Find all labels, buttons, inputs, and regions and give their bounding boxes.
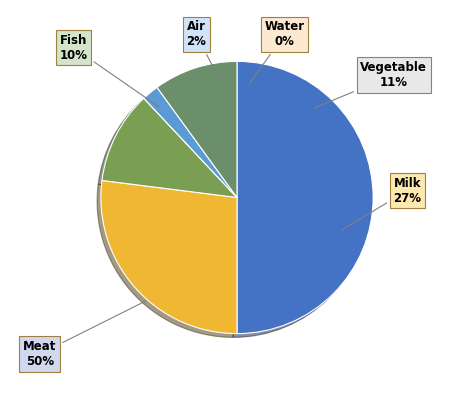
Wedge shape [144, 87, 237, 198]
Text: Fish
10%: Fish 10% [60, 34, 160, 107]
Text: Milk
27%: Milk 27% [341, 177, 421, 230]
Wedge shape [157, 61, 237, 197]
Text: Air
2%: Air 2% [186, 20, 219, 79]
Wedge shape [144, 98, 237, 198]
Text: Water
0%: Water 0% [249, 20, 305, 84]
Wedge shape [237, 61, 373, 334]
Text: Meat
50%: Meat 50% [23, 301, 146, 368]
Wedge shape [101, 181, 237, 334]
Wedge shape [102, 98, 237, 198]
Text: Vegetable
11%: Vegetable 11% [314, 61, 427, 108]
